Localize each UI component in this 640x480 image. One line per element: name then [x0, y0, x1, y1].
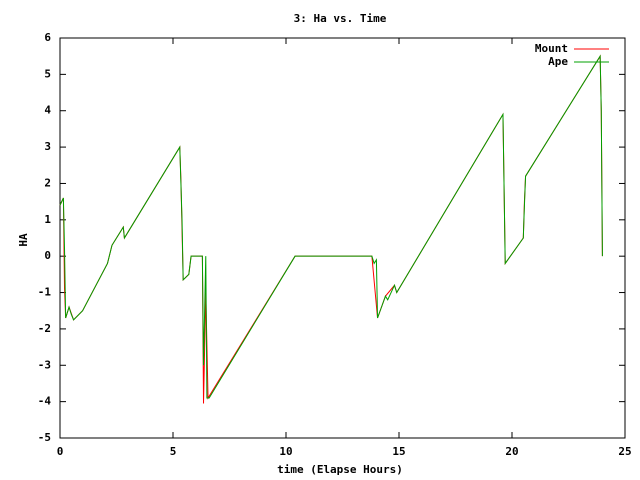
- series-line: [59, 54, 603, 404]
- y-tick-label: -3: [38, 358, 51, 371]
- x-tick-label: 10: [279, 445, 292, 458]
- plot-frame: [59, 37, 626, 439]
- y-tick-label: -5: [38, 431, 51, 444]
- y-tick-label: 1: [44, 213, 51, 226]
- y-tick-label: 2: [44, 176, 51, 189]
- x-tick-label: 15: [392, 445, 405, 458]
- series-line: [59, 54, 603, 399]
- legend-label: Mount: [535, 42, 568, 55]
- x-tick-label: 0: [57, 445, 64, 458]
- legend-label: Ape: [548, 55, 568, 68]
- y-axis-label: HA: [17, 233, 30, 247]
- y-tick-label: 6: [44, 31, 51, 44]
- x-tick-label: 25: [618, 445, 631, 458]
- y-tick-label: 4: [44, 104, 51, 117]
- y-tick-label: -4: [38, 395, 52, 408]
- y-tick-label: 3: [44, 140, 51, 153]
- x-tick-label: 5: [170, 445, 177, 458]
- y-tick-label: 0: [44, 249, 51, 262]
- y-tick-label: 5: [44, 67, 51, 80]
- y-tick-label: -2: [38, 322, 51, 335]
- x-tick-label: 20: [505, 445, 518, 458]
- x-axis-label: time (Elapse Hours): [277, 463, 403, 476]
- chart-title: 3: Ha vs. Time: [294, 12, 387, 25]
- y-tick-label: -1: [38, 286, 52, 299]
